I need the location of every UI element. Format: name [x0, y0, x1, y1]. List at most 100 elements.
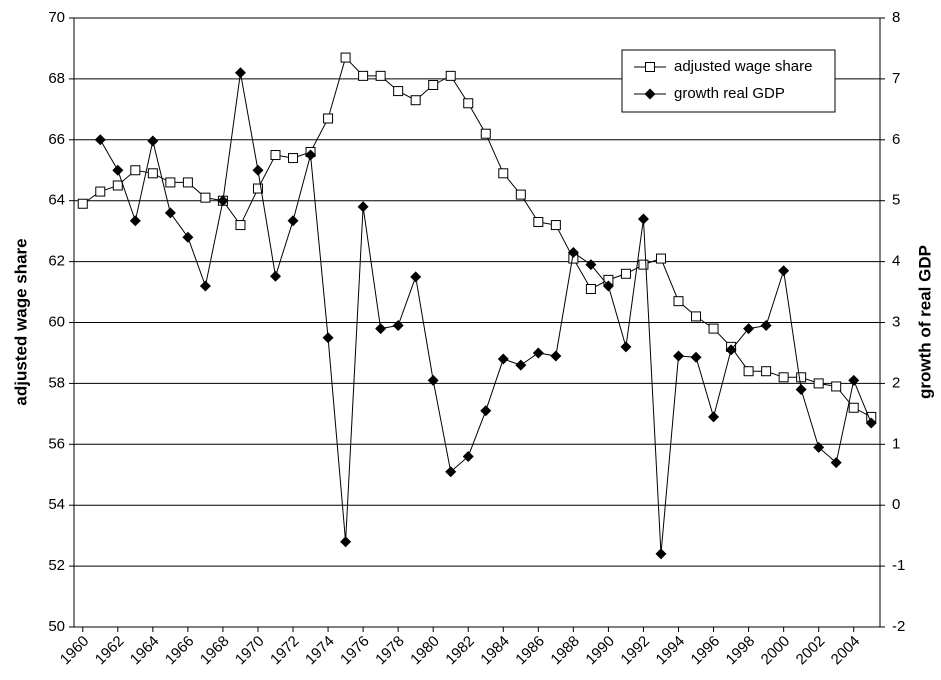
- marker: [112, 180, 123, 191]
- y-tick-label: 58: [48, 374, 65, 391]
- marker: [497, 353, 509, 365]
- marker: [778, 372, 789, 383]
- marker: [112, 164, 124, 176]
- legend-label: growth real GDP: [674, 85, 785, 102]
- marker: [130, 165, 141, 176]
- marker: [585, 284, 596, 295]
- y-tick-label: 54: [48, 496, 65, 513]
- marker: [305, 149, 317, 161]
- marker: [498, 168, 509, 179]
- legend-label: adjusted wage share: [674, 58, 812, 75]
- x-tick-label: 1974: [302, 633, 338, 669]
- marker: [393, 86, 404, 97]
- marker: [796, 372, 807, 383]
- marker: [655, 548, 667, 560]
- marker: [550, 350, 562, 362]
- y2-tick-label: -1: [892, 557, 905, 574]
- marker: [865, 417, 877, 429]
- y2-tick-label: 6: [892, 131, 900, 148]
- x-tick-label: 1984: [477, 633, 513, 669]
- y2-tick-label: -2: [892, 618, 905, 635]
- marker: [743, 366, 754, 377]
- marker: [252, 164, 264, 176]
- marker: [620, 268, 631, 279]
- marker: [743, 323, 755, 335]
- marker: [462, 450, 474, 462]
- marker: [620, 341, 632, 353]
- x-tick-label: 1986: [512, 633, 548, 669]
- marker: [147, 135, 159, 147]
- x-tick-label: 1998: [723, 633, 759, 669]
- marker: [638, 259, 649, 270]
- marker: [182, 177, 193, 188]
- marker: [357, 201, 369, 213]
- x-tick-label: 1962: [92, 633, 128, 669]
- marker: [340, 536, 352, 548]
- marker: [270, 270, 281, 282]
- marker: [550, 220, 561, 231]
- y2-tick-label: 7: [892, 70, 900, 87]
- y-tick-label: 60: [48, 313, 65, 330]
- y2-tick-label: 1: [892, 435, 900, 452]
- y-tick-label: 50: [48, 618, 65, 635]
- marker: [77, 198, 88, 209]
- y2-tick-label: 4: [892, 253, 900, 270]
- marker: [129, 215, 141, 227]
- marker: [848, 374, 860, 386]
- x-tick-label: 1980: [407, 633, 443, 669]
- marker: [94, 134, 106, 146]
- x-tick-label: 1988: [547, 633, 583, 669]
- marker: [708, 411, 720, 423]
- y2-tick-label: 2: [892, 374, 900, 391]
- marker: [480, 128, 491, 139]
- marker: [673, 350, 684, 362]
- marker: [673, 296, 684, 307]
- x-tick-label: 1966: [162, 633, 198, 669]
- marker: [708, 323, 719, 334]
- marker: [375, 323, 387, 335]
- marker: [515, 189, 526, 200]
- marker: [533, 217, 544, 228]
- marker: [200, 192, 211, 203]
- marker: [322, 332, 334, 344]
- x-tick-label: 1982: [442, 633, 478, 669]
- marker: [602, 280, 614, 292]
- marker: [567, 246, 579, 258]
- marker: [691, 311, 702, 322]
- y2-tick-label: 5: [892, 192, 900, 209]
- x-tick-label: 1976: [337, 633, 373, 669]
- x-tick-label: 1972: [267, 633, 303, 669]
- y-tick-label: 56: [48, 435, 65, 452]
- marker: [217, 195, 229, 207]
- y-tick-label: 66: [48, 131, 65, 148]
- marker: [795, 383, 807, 395]
- y-tick-label: 64: [48, 192, 65, 209]
- marker: [323, 113, 334, 124]
- x-tick-label: 1968: [197, 633, 233, 669]
- y-tick-label: 52: [48, 557, 65, 574]
- marker: [410, 271, 422, 283]
- marker: [340, 52, 351, 63]
- marker: [813, 441, 825, 453]
- marker: [147, 168, 158, 179]
- marker: [164, 207, 176, 219]
- marker: [287, 215, 299, 227]
- marker: [235, 220, 246, 231]
- x-tick-label: 1960: [57, 633, 93, 669]
- marker: [234, 67, 246, 79]
- y2-tick-label: 0: [892, 496, 900, 513]
- marker: [725, 344, 737, 356]
- marker: [358, 70, 369, 81]
- y-tick-label: 70: [48, 9, 65, 26]
- x-tick-label: 1996: [688, 633, 724, 669]
- marker: [288, 153, 299, 164]
- plot-frame: [73, 17, 881, 628]
- marker: [813, 378, 824, 389]
- x-tick-label: 2004: [828, 633, 864, 669]
- marker: [445, 70, 456, 81]
- marker: [165, 177, 176, 188]
- legend-marker: [645, 62, 655, 72]
- marker: [270, 150, 281, 161]
- marker: [182, 231, 194, 243]
- legend-box: [621, 49, 836, 113]
